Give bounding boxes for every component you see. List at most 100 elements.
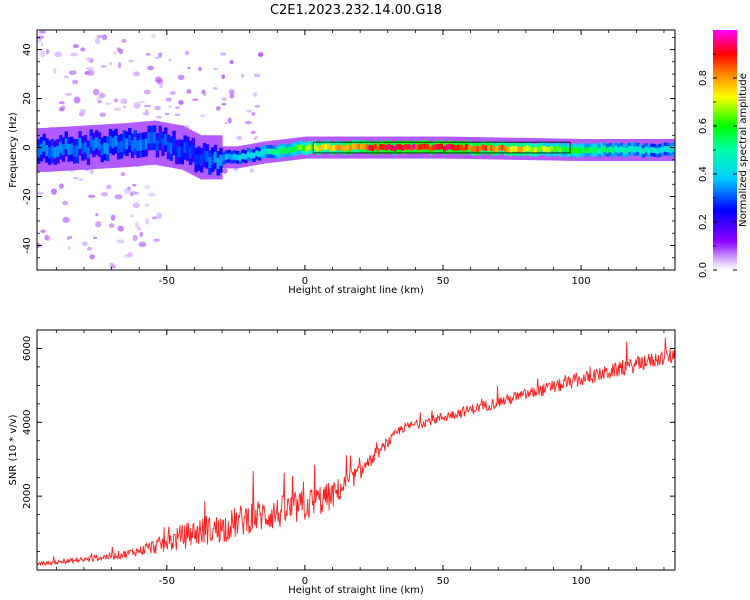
spectrogram-ridge-core: [293, 146, 298, 152]
y-tick-label: -40: [22, 237, 33, 253]
spectrogram-ridge-core: [561, 145, 566, 152]
spectrogram-ridge-core: [614, 146, 618, 152]
colorbar-ticks: 0.0 0.2 0.4 0.6 0.8: [698, 53, 737, 278]
spectrogram-noise-cell: [54, 51, 63, 58]
spectrogram-ridge-core: [351, 143, 356, 150]
spectrogram-ridge-core: [269, 148, 273, 155]
spectrogram-ridge-core: [119, 140, 124, 152]
spectrogram-noise-cell: [154, 105, 161, 111]
y-tick-label: 2000: [22, 483, 33, 508]
spectrogram-noise-cell: [145, 218, 150, 225]
spectrogram-ridge-core: [92, 139, 96, 151]
spectrogram-noise-cell: [78, 178, 84, 181]
spectrogram-ridge-core: [222, 155, 226, 162]
spectrogram-ridge-core: [473, 145, 477, 152]
spectrogram-noise-cell: [104, 102, 112, 105]
spectrogram-ridge-core: [404, 144, 408, 150]
spectrogram-noise-cell: [165, 97, 172, 102]
spectrogram-noise-cell: [250, 130, 256, 135]
spectrogram-ridge-core: [492, 146, 497, 153]
spectrogram-ridge-core: [95, 137, 99, 149]
spectrogram-noise-cell: [113, 51, 117, 55]
spectrogram-ridge-core: [487, 145, 491, 152]
spectrogram-noise-cell: [133, 71, 140, 77]
snr-xlabel: Height of straight line (km): [288, 585, 424, 596]
spectrogram-noise-cell: [62, 200, 69, 205]
spectrogram-ridge-core: [186, 143, 190, 155]
spectrogram-ridge-core: [335, 144, 339, 150]
spectrogram-ridge-core: [423, 143, 428, 150]
spectrogram-noise-cell: [144, 203, 150, 208]
spectrogram-noise-cell: [227, 117, 232, 124]
spectrogram-ridge-core: [172, 137, 176, 149]
spectrogram-ridge-core: [180, 146, 184, 158]
spectrogram-noise-cell: [114, 107, 122, 112]
spectrogram-image: [37, 30, 675, 269]
spectrogram-noise-cell: [139, 231, 144, 238]
spectrogram-noise-cell: [143, 89, 151, 95]
spectrogram-noise-cell: [132, 183, 137, 187]
spectrogram-ridge-core: [130, 140, 135, 152]
spectrogram-ridge-core: [340, 144, 345, 151]
spectrogram-ridge-core: [216, 157, 220, 169]
spectrogram-ridge-core: [531, 147, 535, 153]
colorbar-tick-label: 0.2: [698, 214, 709, 230]
y-tick-label: 0: [22, 144, 33, 150]
spectrogram-noise-cell: [118, 48, 123, 55]
spectrogram-ridge-core: [324, 144, 328, 150]
spectrogram-ridge-core: [291, 146, 295, 153]
spectrogram-xlabel: Height of straight line (km): [288, 285, 424, 296]
spectrogram-ridge-core: [332, 145, 336, 151]
spectrogram-ridge-core: [141, 139, 146, 151]
spectrogram-ridge-core: [282, 147, 287, 154]
spectrogram-noise-cell: [92, 236, 98, 239]
spectrogram-ridge-core: [445, 144, 450, 151]
spectrogram-ridge-core: [75, 145, 80, 157]
spectrogram-ridge-core: [89, 136, 93, 148]
spectrogram-ridge-core: [611, 147, 615, 154]
spectrogram-ridge-core: [556, 145, 560, 152]
spectrogram-ridge-core: [592, 147, 596, 153]
spectrogram-ridge-core: [586, 147, 590, 154]
spectrogram-ridge-core: [514, 146, 519, 152]
spectrogram-ridge-core: [274, 149, 278, 156]
spectrogram-ridge-core: [329, 145, 334, 152]
spectrogram-noise-cell: [118, 61, 122, 69]
spectrogram-ridge-core: [327, 143, 331, 150]
spectrogram-noise-cell: [113, 98, 118, 103]
spectrogram-ridge-core: [188, 147, 193, 159]
spectrogram-ridge-core: [583, 147, 588, 154]
spectrogram-noise-cell: [240, 73, 245, 78]
spectrogram-noise-cell: [229, 59, 234, 65]
spectrogram-ridge-core: [122, 137, 126, 149]
spectrogram-noise-cell: [44, 234, 49, 241]
spectrogram-noise-cell: [120, 98, 128, 105]
spectrogram-ridge-core: [53, 147, 57, 159]
spectrogram-ridge-core: [396, 144, 400, 150]
spectrogram-ridge-core: [235, 154, 240, 161]
spectrogram-ridge-core: [628, 146, 632, 152]
spectrogram-ridge-core: [647, 148, 651, 155]
spectrogram-ridge-core: [431, 144, 436, 151]
spectrogram-ridge-core: [619, 146, 624, 153]
y-tick-label: 40: [22, 43, 33, 56]
spectrogram-ridge-core: [652, 147, 657, 154]
spectrogram-ridge-core: [393, 145, 397, 152]
spectrogram-ridge-core: [639, 147, 643, 154]
spectrogram-noise-cell: [221, 97, 227, 101]
x-tick-label: 50: [437, 276, 450, 287]
spectrogram-ridge-core: [133, 137, 138, 149]
spectrogram-ridge-core: [304, 145, 309, 152]
spectrogram-ridge-core: [321, 144, 325, 150]
x-tick-label: 100: [572, 276, 591, 287]
spectrogram-noise-cell: [46, 48, 50, 55]
spectrogram-ridge-core: [114, 135, 118, 147]
spectrogram-noise-cell: [131, 191, 137, 195]
spectrogram-ridge-core: [536, 146, 541, 153]
spectrogram-noise-cell: [110, 214, 116, 221]
spectrogram-ridge-core: [528, 146, 532, 153]
spectrogram-ridge-core: [608, 146, 613, 153]
spectrogram-ridge-core: [313, 143, 317, 150]
spectrogram-noise-cell: [192, 98, 199, 102]
spectrogram-ridge-core: [61, 144, 66, 156]
